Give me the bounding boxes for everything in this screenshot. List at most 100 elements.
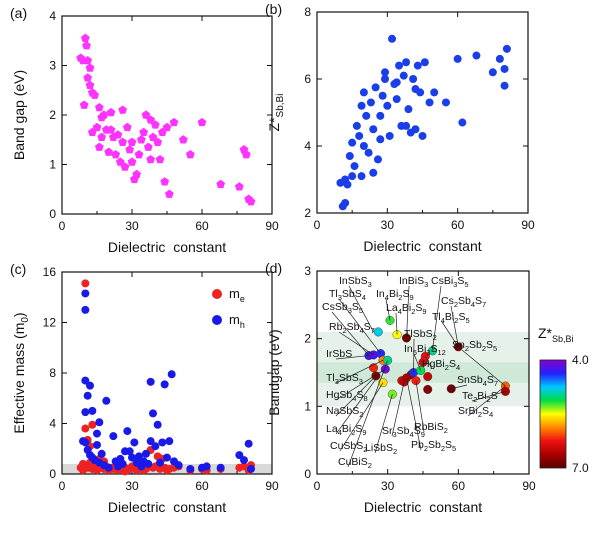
annotation-leader [471, 391, 506, 402]
compound-label: La4Bi2S9 [386, 302, 427, 316]
data-point [92, 122, 102, 132]
data-point [167, 370, 176, 379]
data-point [197, 117, 207, 127]
compound-label: CsSb3S5 [322, 301, 363, 315]
y-tick-label: 1 [304, 399, 311, 413]
data-point [95, 418, 104, 427]
data-point [395, 61, 404, 70]
data-point [106, 107, 116, 117]
data-point [83, 55, 93, 65]
x-tick-label: 60 [195, 219, 209, 233]
data-point [357, 172, 366, 181]
data-point [500, 64, 509, 73]
data-point [158, 438, 167, 447]
data-point [151, 442, 160, 451]
data-point [185, 150, 195, 159]
data-point [134, 150, 144, 159]
data-point [148, 132, 158, 141]
y-tick-label: 2 [49, 108, 56, 122]
data-point [216, 179, 226, 189]
data-point [423, 372, 433, 382]
data-point [383, 355, 393, 365]
colorbar-min-label: 4.0 [572, 353, 589, 367]
data-point [111, 150, 121, 159]
data-point [122, 122, 132, 132]
data-point [380, 75, 389, 83]
x-tick-label: 0 [59, 479, 66, 493]
data-point [150, 120, 160, 129]
data-point [376, 111, 385, 120]
y-tick-label: 4 [49, 417, 56, 431]
x-tick-label: 60 [451, 218, 465, 232]
data-point [130, 438, 139, 447]
data-point [246, 197, 256, 206]
data-point [380, 68, 389, 77]
data-point [371, 83, 380, 92]
data-point [416, 88, 425, 97]
data-point [81, 376, 90, 385]
data-point [164, 189, 174, 198]
data-point [458, 118, 467, 127]
y-tick-label: 0 [49, 207, 56, 221]
annotation-leader [467, 385, 506, 417]
data-point [244, 439, 253, 448]
compound-label: Te2Bi2S [462, 390, 498, 404]
data-point [240, 456, 248, 465]
data-point [488, 68, 497, 77]
data-point [399, 71, 408, 80]
compound-label: CuSbS2 [330, 440, 367, 454]
data-point [343, 180, 352, 189]
data-point [94, 142, 104, 151]
data-point [235, 451, 244, 460]
data-point [366, 98, 375, 107]
data-point [88, 420, 97, 429]
data-point [402, 58, 411, 67]
data-point [404, 105, 413, 114]
data-point [127, 137, 137, 146]
x-tick-label: 90 [265, 219, 279, 233]
data-point [352, 121, 361, 130]
data-point [364, 148, 373, 157]
annotation-leader [413, 353, 421, 371]
panel-a: 0 30 60 90 0 1 2 3 4 Dielectric constant Band gap … [10, 5, 279, 255]
data-point [392, 78, 401, 87]
data-point [423, 384, 433, 394]
x-tick-label: 30 [125, 219, 139, 233]
y-tick-label: 3 [49, 59, 56, 73]
compound-label: SrBi2S4 [458, 405, 493, 419]
annotation-leader [406, 377, 422, 451]
data-point [341, 198, 350, 207]
x-tick-label: 60 [452, 479, 466, 493]
data-point [118, 105, 128, 114]
x-tick-label: 30 [381, 218, 395, 232]
data-point [355, 131, 364, 140]
data-point [162, 122, 172, 132]
data-point [413, 61, 422, 70]
x-tick-label: 0 [59, 219, 66, 233]
data-point [430, 88, 439, 97]
panel-c: 0 30 60 90 0 4 8 12 16 Dielectric constant Effecti… [10, 261, 279, 515]
annotation-leader [335, 368, 386, 401]
y-tick-label: 1 [49, 158, 56, 172]
data-point [118, 459, 127, 468]
x-tick-label: 0 [314, 479, 321, 493]
annotation-leader [451, 384, 468, 390]
annotation-leader [339, 382, 384, 452]
y-tick-label: 4 [304, 139, 311, 153]
data-point [120, 162, 130, 171]
annotation-leader [441, 321, 459, 347]
compound-label: Tl3SbS3 [326, 372, 363, 386]
compound-label: Tl3SbS4 [329, 288, 366, 302]
data-point [247, 464, 255, 473]
data-point [121, 467, 129, 476]
data-point [502, 44, 511, 53]
colorbar-max-label: 7.0 [572, 461, 589, 475]
data-point [357, 101, 366, 110]
compound-label: CsBi3S5 [431, 275, 469, 289]
data-point [373, 327, 383, 337]
data-point [143, 142, 153, 151]
data-point [85, 80, 95, 90]
data-point [348, 138, 357, 147]
annotation-leader [450, 305, 459, 347]
data-point [500, 81, 509, 90]
